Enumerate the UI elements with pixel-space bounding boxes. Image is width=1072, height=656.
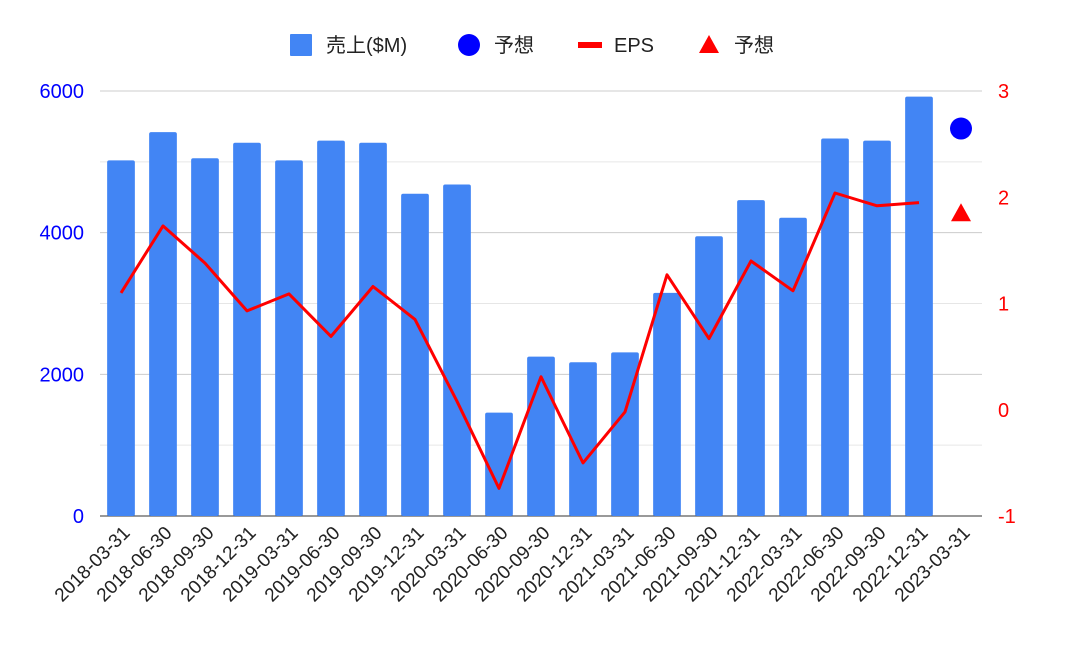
- y-right-tick-label: 2: [998, 187, 1009, 209]
- legend-label: 売上($M): [326, 34, 407, 57]
- bar: [569, 362, 597, 516]
- bar: [821, 138, 849, 517]
- legend: 売上($M) 予想 EPS 予想: [290, 34, 774, 57]
- bar: [779, 217, 807, 516]
- bar: [485, 412, 513, 516]
- forecast-point: [950, 117, 972, 140]
- legend-label: 予想: [494, 34, 534, 57]
- y-left-tick-label: 2000: [40, 364, 85, 386]
- bar: [443, 184, 471, 516]
- legend-swatch-triangle: [699, 35, 719, 53]
- bar: [107, 160, 135, 516]
- bar: [149, 132, 177, 517]
- y-right-tick-label: -1: [998, 506, 1016, 528]
- bar-series: [107, 96, 933, 517]
- legend-swatch-bar: [290, 34, 312, 56]
- y-right-tick-label: 0: [998, 400, 1009, 422]
- y-right-tick-label: 3: [998, 81, 1009, 103]
- bar: [401, 193, 429, 517]
- y-left-tick-label: 6000: [40, 81, 85, 103]
- eps-line-series: [119, 191, 920, 490]
- bar: [233, 142, 261, 517]
- legend-label: 予想: [734, 34, 774, 57]
- legend-label: EPS: [614, 35, 654, 57]
- y-left-tick-label: 4000: [40, 223, 85, 245]
- bar: [317, 140, 345, 517]
- legend-swatch-circle: [458, 34, 480, 56]
- bar: [275, 160, 303, 516]
- bar: [653, 292, 681, 516]
- bar: [191, 158, 219, 516]
- legend-swatch-line: [578, 42, 602, 48]
- y-left-tick-label: 0: [73, 506, 84, 528]
- forecast-point: [951, 203, 971, 222]
- y-right-tick-label: 1: [998, 294, 1009, 316]
- bar: [905, 96, 933, 517]
- bar: [359, 142, 387, 517]
- eps-line: [119, 191, 920, 490]
- bar: [737, 200, 765, 517]
- bar: [695, 236, 723, 517]
- bar: [863, 140, 891, 517]
- forecast-markers: [950, 117, 972, 222]
